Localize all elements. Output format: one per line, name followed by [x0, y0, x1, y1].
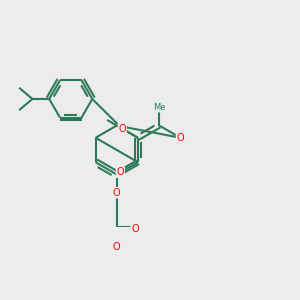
Text: O: O	[117, 167, 124, 177]
Text: O: O	[118, 124, 126, 134]
Text: Me: Me	[153, 103, 165, 112]
Text: O: O	[177, 133, 184, 143]
Text: O: O	[113, 242, 121, 252]
Text: O: O	[131, 224, 139, 234]
Text: O: O	[113, 188, 121, 198]
